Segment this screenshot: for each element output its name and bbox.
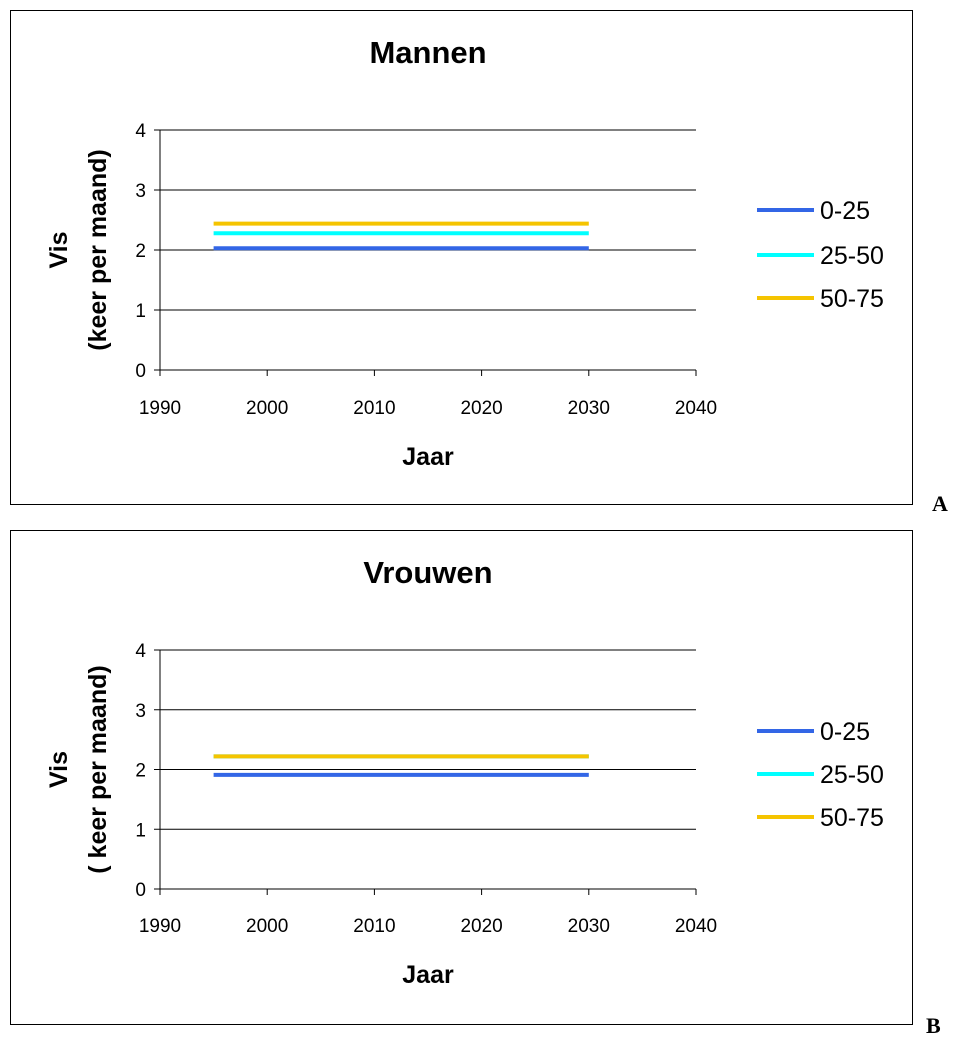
x-tick-label-a: 2040: [675, 398, 717, 419]
legend-label-a-0-25: 0-25: [820, 197, 870, 225]
x-tick-label-a: 2000: [246, 398, 288, 419]
y-tick-label-b: 0: [135, 880, 146, 901]
y-tick-label-a: 1: [135, 301, 146, 322]
legend-label-a-25-50: 25-50: [820, 242, 884, 270]
y-tick-label-a: 3: [135, 181, 146, 202]
x-tick-label-b: 2000: [246, 916, 288, 937]
y-axis-label-b-2: ( keer per maand): [84, 665, 112, 873]
x-tick-label-b: 2010: [353, 916, 395, 937]
y-axis-label-a-1: Vis: [45, 231, 73, 268]
x-tick-label-a: 1990: [139, 398, 181, 419]
y-tick-label-a: 4: [135, 121, 146, 142]
x-tick-label-b: 1990: [139, 916, 181, 937]
legend-label-a-50-75: 50-75: [820, 285, 884, 313]
panel-label-b: B: [926, 1013, 941, 1038]
x-tick-label-a: 2030: [568, 398, 610, 419]
x-axis-label-a: Jaar: [402, 443, 454, 471]
x-tick-label-a: 2010: [353, 398, 395, 419]
chart-title-a: Mannen: [369, 35, 486, 70]
y-tick-label-b: 2: [135, 761, 146, 782]
x-tick-label-a: 2020: [460, 398, 502, 419]
y-tick-label-b: 4: [135, 641, 146, 662]
x-tick-label-b: 2030: [568, 916, 610, 937]
panel-label-a: A: [932, 491, 948, 516]
x-tick-label-b: 2040: [675, 916, 717, 937]
x-tick-label-b: 2020: [460, 916, 502, 937]
legend-label-b-25-50: 25-50: [820, 761, 884, 789]
legend-label-b-50-75: 50-75: [820, 804, 884, 832]
y-tick-label-a: 0: [135, 361, 146, 382]
y-tick-label-a: 2: [135, 241, 146, 262]
x-axis-label-b: Jaar: [402, 961, 454, 989]
y-axis-label-a-2: (keer per maand): [84, 149, 112, 350]
y-tick-label-b: 1: [135, 820, 146, 841]
y-tick-label-b: 3: [135, 701, 146, 722]
y-axis-label-b-1: Vis: [45, 751, 73, 788]
legend-label-b-0-25: 0-25: [820, 718, 870, 746]
chart-title-b: Vrouwen: [363, 555, 492, 590]
